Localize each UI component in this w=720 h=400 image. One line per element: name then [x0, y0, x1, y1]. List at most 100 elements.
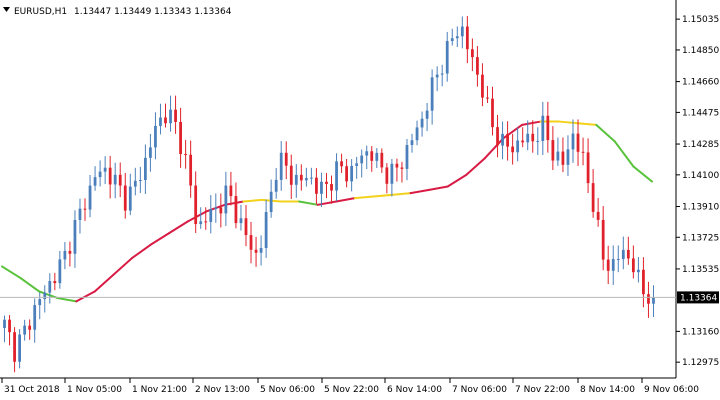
- candle: [73, 210, 77, 268]
- candle: [284, 141, 288, 180]
- candle-body: [435, 74, 439, 78]
- candle-body: [621, 249, 625, 259]
- candle-body: [511, 146, 515, 153]
- candle: [516, 127, 520, 162]
- candle: [28, 319, 32, 340]
- candle: [611, 245, 615, 285]
- candle-body: [53, 281, 57, 284]
- candle: [88, 174, 92, 218]
- time-tick-label: 5 Nov 06:00: [260, 385, 315, 395]
- candle-body: [395, 163, 399, 168]
- candle: [551, 126, 555, 171]
- candle-body: [128, 186, 132, 211]
- time-axis: 31 Oct 2018 1 Nov 05:00 1 Nov 21:00 2 Nov 1…: [1, 378, 699, 395]
- candle: [118, 162, 122, 198]
- candle: [380, 148, 384, 173]
- candle: [194, 171, 198, 233]
- candle: [154, 112, 157, 160]
- candle-body: [652, 297, 655, 304]
- candle-body: [289, 165, 293, 185]
- candle: [3, 315, 6, 343]
- candle: [259, 235, 263, 266]
- candle-body: [28, 325, 32, 330]
- price-tick-label: 1.12975: [682, 358, 719, 368]
- candle: [556, 137, 560, 166]
- candle: [143, 144, 147, 194]
- candle-body: [476, 57, 479, 75]
- candle: [355, 156, 359, 179]
- price-tick-label: 1.13160: [682, 327, 719, 337]
- candle: [229, 171, 233, 206]
- candle-body: [566, 149, 570, 165]
- candle-body: [108, 167, 112, 185]
- candle: [521, 127, 525, 148]
- candle: [435, 66, 439, 92]
- candle-body: [48, 281, 52, 293]
- symbol-label: EURUSD,H1: [14, 7, 67, 17]
- candle-body: [375, 152, 379, 161]
- candle-body: [169, 109, 172, 124]
- candle-body: [68, 250, 72, 254]
- candle-body: [189, 154, 193, 186]
- ma-segment: [298, 200, 319, 206]
- candle-body: [164, 117, 167, 124]
- candle-body: [259, 248, 263, 253]
- candle-body: [586, 152, 590, 184]
- price-axis: 1.15035 1.14850 1.14660 1.14475 1.14285 1.141…: [676, 15, 719, 368]
- candle-body: [279, 152, 283, 180]
- candle-body: [88, 185, 92, 210]
- candle: [113, 162, 117, 199]
- candle: [370, 146, 374, 172]
- candle-body: [224, 185, 228, 214]
- candle: [460, 16, 464, 49]
- ma-segment: [19, 277, 41, 293]
- candle: [310, 167, 313, 185]
- candle: [214, 193, 218, 223]
- candle-body: [606, 259, 610, 271]
- candle-body: [380, 152, 384, 168]
- candle: [239, 204, 243, 231]
- candle-body: [154, 125, 157, 148]
- candle-body: [330, 183, 333, 191]
- candle: [481, 63, 484, 107]
- symbol-dropdown-icon[interactable]: [3, 7, 10, 12]
- candle: [541, 101, 545, 156]
- ma-segment: [223, 200, 245, 206]
- candle-body: [531, 133, 535, 142]
- candle: [652, 285, 655, 318]
- candle: [289, 154, 293, 199]
- time-tick-label: 7 Nov 06:00: [452, 385, 507, 395]
- candle-body: [209, 209, 213, 222]
- ma-segment: [465, 157, 486, 176]
- candle-body: [541, 115, 545, 141]
- price-tick-label: 1.13725: [682, 233, 719, 243]
- candle: [294, 164, 298, 198]
- price-tick-label: 1.13535: [682, 265, 719, 275]
- ma-segment: [112, 257, 133, 276]
- candle: [108, 155, 112, 199]
- current-price-layer: 1.13364: [0, 291, 719, 304]
- price-tick-label: 1.14660: [682, 78, 719, 88]
- candle-body: [410, 140, 414, 146]
- ma-segment: [242, 198, 263, 203]
- candle: [470, 38, 474, 72]
- candle: [606, 245, 610, 285]
- candle-body: [315, 177, 318, 194]
- candle: [571, 119, 575, 163]
- candle-body: [8, 319, 11, 333]
- candle-body: [123, 185, 127, 211]
- candle-body: [561, 151, 565, 165]
- candle-body: [385, 167, 389, 184]
- candle-body: [516, 140, 520, 153]
- time-tick-label: 2 Nov 13:00: [195, 385, 250, 395]
- candle: [164, 103, 167, 128]
- candle-body: [159, 117, 162, 126]
- candle: [269, 179, 273, 218]
- candle: [234, 182, 238, 229]
- candle-body: [365, 151, 369, 156]
- ma-segment: [446, 173, 468, 188]
- candle: [365, 145, 369, 169]
- candle-body: [335, 161, 338, 191]
